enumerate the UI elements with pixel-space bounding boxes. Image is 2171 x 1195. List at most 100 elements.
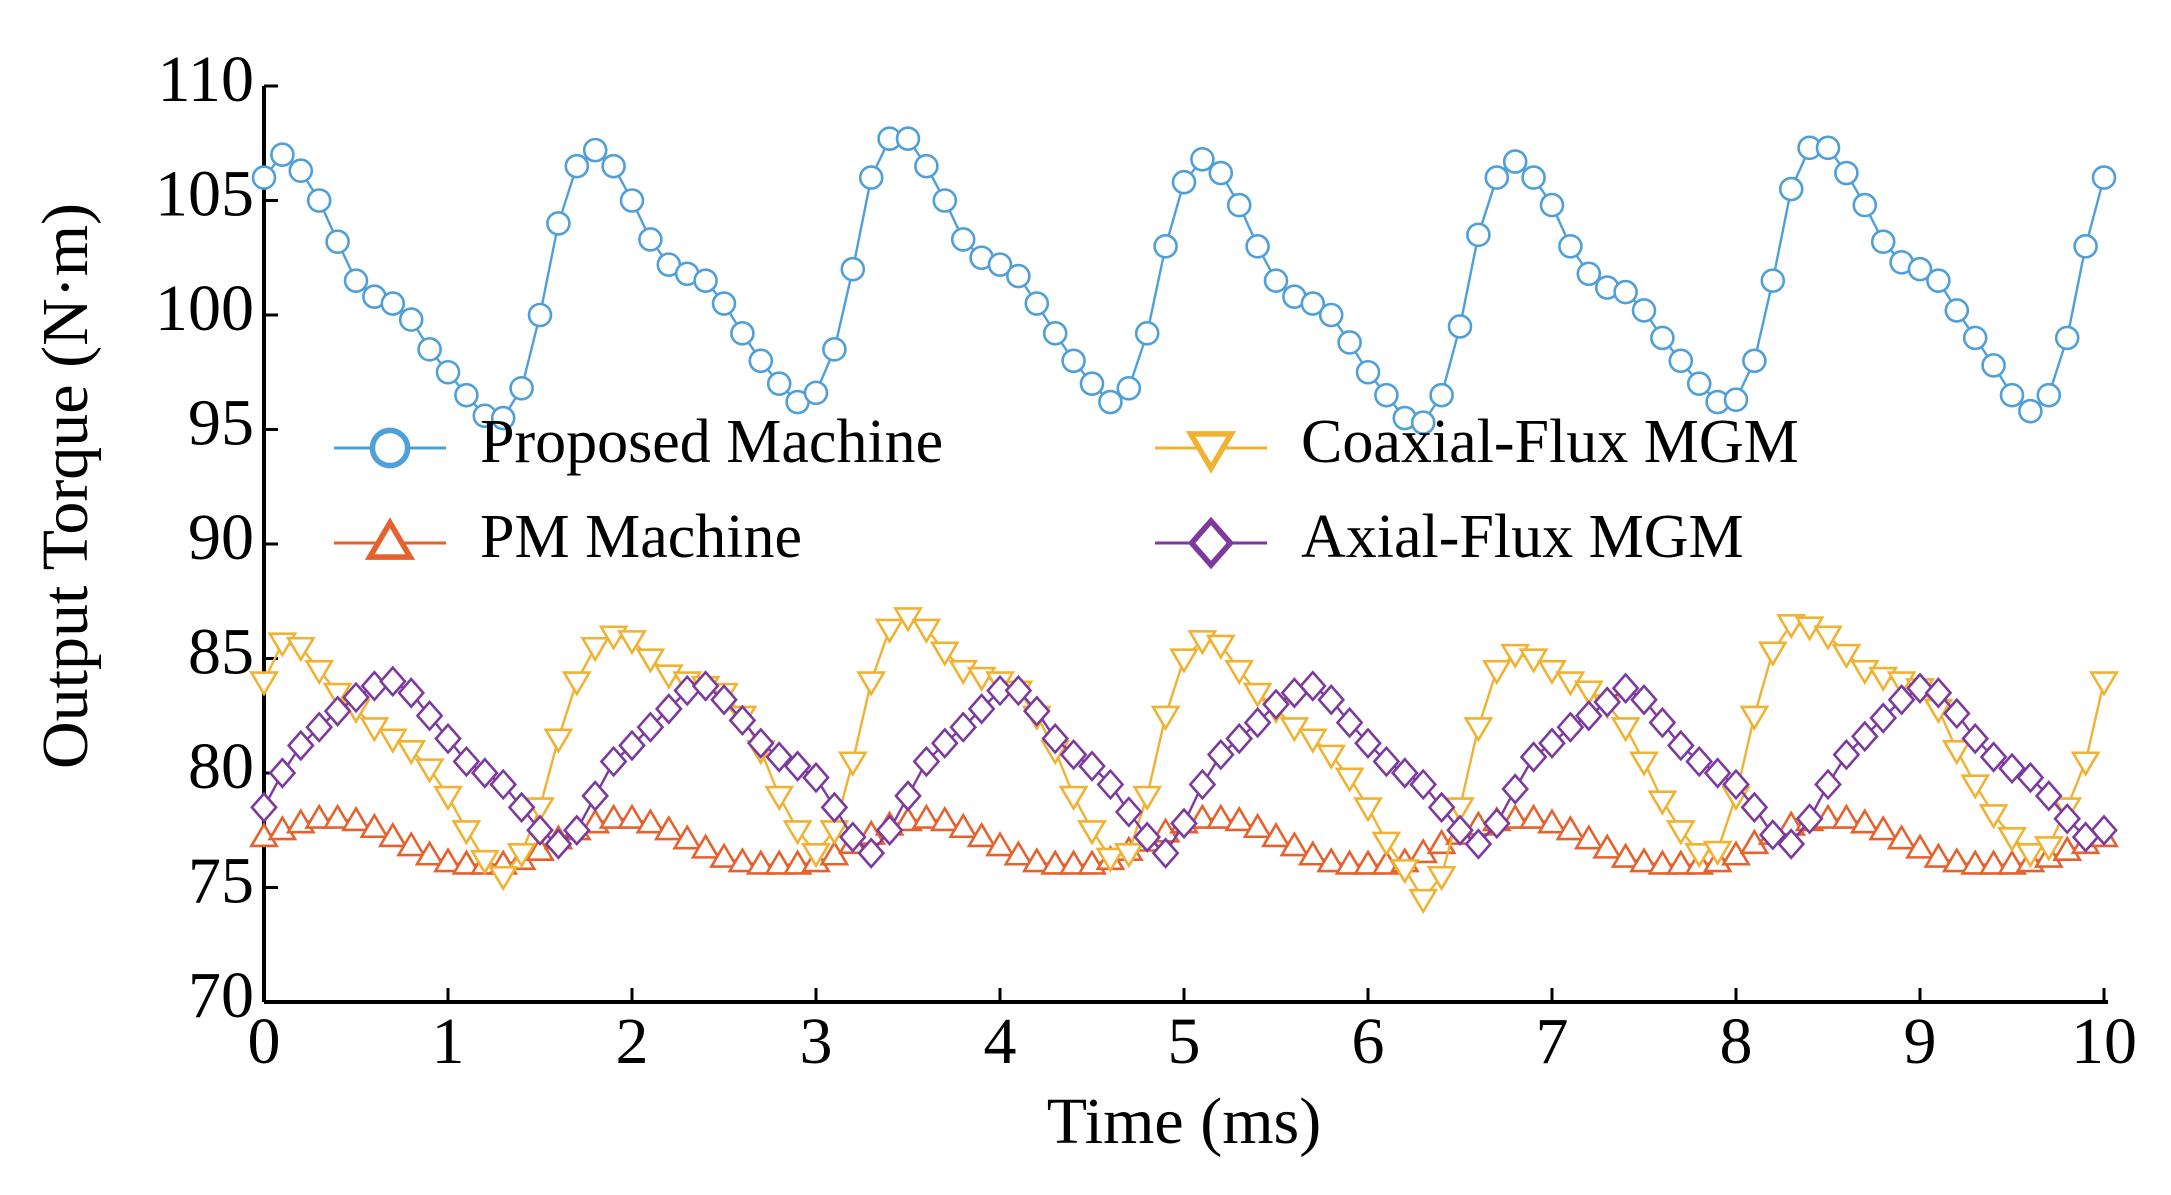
- marker: [856, 671, 887, 697]
- marker: [1242, 812, 1273, 839]
- marker: [2033, 836, 2064, 862]
- marker: [1630, 684, 1658, 716]
- marker: [748, 348, 774, 374]
- legend-label: PM Machine: [480, 503, 802, 571]
- marker: [251, 165, 277, 190]
- marker: [1576, 261, 1602, 287]
- marker: [2015, 843, 2046, 869]
- x-tick-label: 4: [984, 1005, 1017, 1078]
- marker: [950, 227, 976, 252]
- marker: [618, 729, 646, 762]
- marker: [342, 681, 370, 714]
- marker: [1558, 234, 1583, 259]
- marker: [561, 671, 592, 697]
- marker: [1463, 717, 1494, 743]
- marker: [1648, 706, 1677, 739]
- marker: [398, 307, 424, 332]
- marker: [1022, 695, 1051, 727]
- y-tick-label: 95: [188, 387, 254, 460]
- marker: [987, 252, 1013, 277]
- marker: [1225, 722, 1254, 755]
- marker: [1868, 815, 1899, 841]
- marker: [1484, 165, 1510, 190]
- marker: [1300, 291, 1326, 316]
- marker: [1521, 165, 1546, 190]
- marker: [250, 791, 278, 824]
- marker: [1261, 821, 1291, 848]
- marker: [1372, 745, 1401, 778]
- marker: [1224, 659, 1255, 686]
- marker: [469, 849, 500, 876]
- marker: [653, 815, 684, 841]
- legend-entry: Axial-Flux MGM: [1155, 503, 1744, 571]
- marker: [838, 821, 867, 853]
- marker: [1555, 815, 1586, 841]
- marker: [1353, 797, 1383, 823]
- marker: [803, 380, 829, 406]
- marker: [948, 812, 979, 839]
- marker: [2089, 671, 2119, 697]
- marker: [730, 321, 755, 346]
- marker: [929, 805, 960, 832]
- marker: [672, 824, 703, 850]
- marker: [434, 722, 462, 755]
- marker: [1205, 634, 1236, 660]
- marker: [507, 791, 536, 824]
- marker: [635, 808, 666, 834]
- marker: [1185, 431, 1237, 474]
- marker: [1849, 808, 1880, 834]
- x-tick-label: 0: [248, 1005, 281, 1078]
- marker: [782, 820, 813, 846]
- marker: [691, 670, 720, 702]
- marker: [711, 291, 737, 316]
- marker: [1058, 849, 1089, 875]
- marker: [1961, 722, 1990, 755]
- marker: [433, 847, 463, 873]
- marker: [1631, 298, 1657, 323]
- legend-label: Proposed Machine: [480, 408, 943, 476]
- legend-entry: PM Machine: [334, 503, 802, 571]
- marker: [875, 814, 904, 846]
- y-tick-label: 100: [155, 272, 254, 345]
- marker: [1355, 359, 1381, 385]
- marker: [304, 803, 335, 829]
- marker: [544, 828, 573, 860]
- marker: [582, 137, 608, 163]
- marker: [1962, 325, 1988, 351]
- marker: [1886, 671, 1917, 697]
- marker: [1870, 229, 1896, 255]
- marker: [1650, 325, 1675, 351]
- marker: [1758, 819, 1787, 851]
- marker: [451, 820, 482, 846]
- marker: [764, 785, 795, 812]
- marker: [1335, 706, 1364, 739]
- marker: [1538, 727, 1566, 759]
- marker: [1410, 410, 1436, 435]
- marker: [380, 291, 406, 316]
- marker: [1502, 149, 1528, 174]
- marker: [1629, 847, 1659, 873]
- marker: [1245, 234, 1270, 259]
- x-tick-label: 6: [1352, 1005, 1385, 1078]
- marker: [1723, 387, 1749, 413]
- marker: [270, 142, 295, 167]
- marker: [1926, 268, 1951, 293]
- x-tick-label: 8: [1720, 1005, 1753, 1078]
- marker: [1760, 268, 1786, 293]
- marker: [1519, 741, 1548, 773]
- marker: [1098, 389, 1123, 415]
- marker: [1464, 828, 1493, 860]
- marker: [1906, 672, 1934, 704]
- marker: [1537, 808, 1567, 834]
- marker: [840, 256, 866, 282]
- marker: [1960, 774, 1991, 800]
- legend-label: Coaxial-Flux MGM: [1301, 408, 1799, 476]
- marker: [820, 791, 849, 824]
- marker: [1116, 375, 1142, 401]
- marker: [930, 727, 959, 759]
- marker: [746, 727, 775, 759]
- marker: [728, 704, 757, 737]
- marker: [1374, 382, 1399, 408]
- marker: [268, 757, 297, 789]
